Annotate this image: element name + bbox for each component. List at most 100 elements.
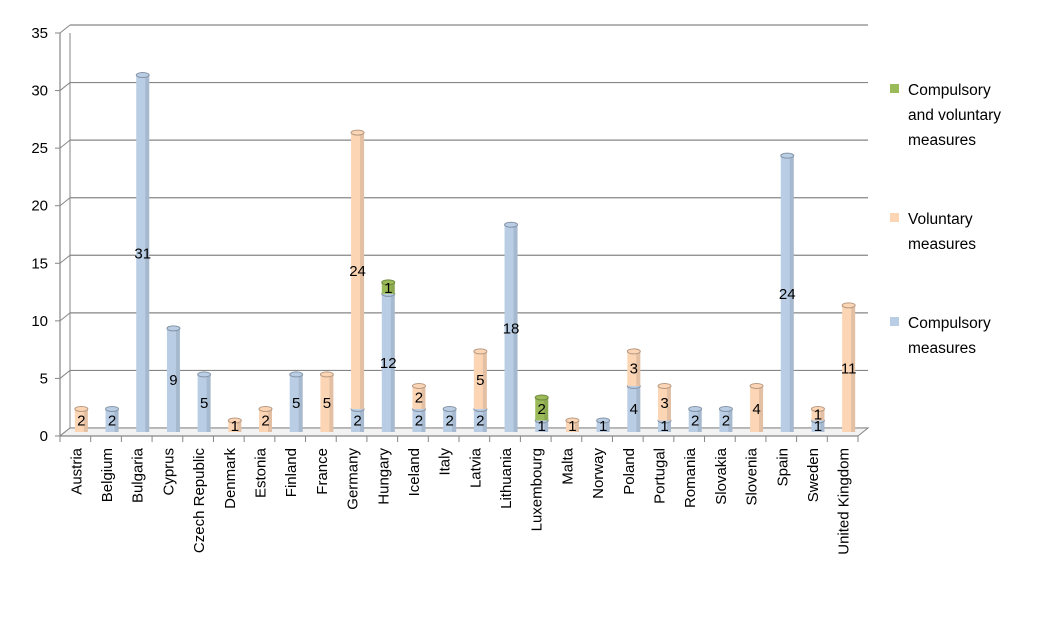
data-label: 1 [660,418,668,435]
x-tick-label: Belgium [99,448,116,502]
bar-segment [259,408,272,432]
bar-segment [596,420,610,432]
bar-top [197,371,212,378]
chart-floor [58,427,870,437]
data-label: 31 [134,246,151,263]
gridline-side [59,370,71,379]
bar-segment-shade [544,420,549,432]
y-tick-label: 10 [31,313,48,330]
gridline-side [59,312,71,322]
data-label: 3 [630,361,638,378]
data-label: 1 [231,418,239,435]
bar-segment-shade [667,385,671,421]
y-tick-label: 25 [31,140,48,157]
x-tick-label: Norway [590,448,607,499]
bar-segment-shade [175,328,180,432]
bar-segment [811,408,825,421]
data-label: 1 [814,407,822,424]
bar-segment [565,420,579,432]
bar-top [166,325,181,332]
bar-segment-shade [482,408,487,432]
bar-top [565,417,580,424]
bar-top [74,405,89,412]
bar-segment-shade [390,282,395,294]
legend-label-line: measures [908,132,977,149]
data-label: 11 [841,361,857,378]
bar-top [319,371,334,378]
bar-top [841,302,856,309]
bar-segment-shade [390,293,395,432]
bar-segment [351,132,365,409]
bar-segment-shade [728,408,733,432]
bar-segment-shade [298,374,303,432]
bar-segment [443,408,457,432]
gridline-side [59,82,71,91]
bar-segment [166,328,180,432]
bar-segment-shade [421,408,426,432]
legend-swatch-compulsory-and-voluntary [890,84,899,93]
bar-segment-shade [513,224,518,432]
data-label: 2 [445,412,453,429]
x-tick-label: Slovakia [713,447,730,504]
data-label: 5 [292,395,300,412]
legend-label-line: and voluntary [908,107,1002,124]
bar-segment-shade [667,420,671,432]
bar-segment [535,420,549,432]
x-tick-label: Romania [682,447,699,508]
x-tick-label: Slovenia [744,447,761,505]
bar-top [442,405,457,412]
gridline-side [59,24,71,34]
bar-segment [412,408,426,432]
bar-segment-shade [574,420,579,432]
bar-segment [412,385,426,409]
x-tick-label: Sweden [805,448,822,502]
data-label: 24 [779,286,796,303]
data-label: 2 [476,412,484,429]
bar-top [749,382,764,389]
bar-segment [658,420,671,432]
bar-top [534,394,549,401]
bar-top [626,348,641,355]
x-tick-label: Lithuania [498,447,515,509]
data-label: 5 [323,395,331,412]
data-label: 4 [630,401,638,418]
data-label: 4 [752,401,760,418]
data-label: 1 [538,418,546,435]
bar-segment-shade [421,385,426,409]
bar-top [289,371,304,378]
x-tick-label: Malta [559,447,576,484]
bar-segment [842,305,856,432]
data-label: 2 [415,389,423,406]
data-label: 5 [476,372,484,389]
y-tick-label: 20 [31,198,48,215]
bar-segment [473,351,487,409]
y-tick-label: 35 [31,25,48,42]
data-label: 2 [261,412,269,429]
legend-swatch-voluntary [890,213,899,222]
bar-top [135,72,150,79]
bar-segment [504,224,518,432]
x-tick-label: Cyprus [160,448,177,496]
bar-segment [381,293,395,432]
x-tick-label: Czech Republic [191,448,208,554]
data-label: 2 [691,412,699,429]
data-label: 1 [568,418,576,435]
x-tick-label: Finland [283,448,300,497]
bar-top [596,417,611,424]
bar-segment-shade [145,75,150,433]
legend-item-compulsory: Compulsory measures [890,311,1040,361]
bar-segment-shade [360,132,365,409]
bar-segment-shade [789,155,794,432]
data-label: 2 [722,412,730,429]
bar-segment-shade [759,385,764,432]
bar-segment [658,385,671,421]
data-label: 3 [660,395,668,412]
bar-segment [136,75,150,433]
bar-segment-shade [360,408,365,432]
bar-top [411,382,426,389]
bar-segment [473,408,487,432]
data-label: 5 [200,395,208,412]
bar-top [780,152,795,159]
x-tick-label: Portugal [652,448,669,504]
